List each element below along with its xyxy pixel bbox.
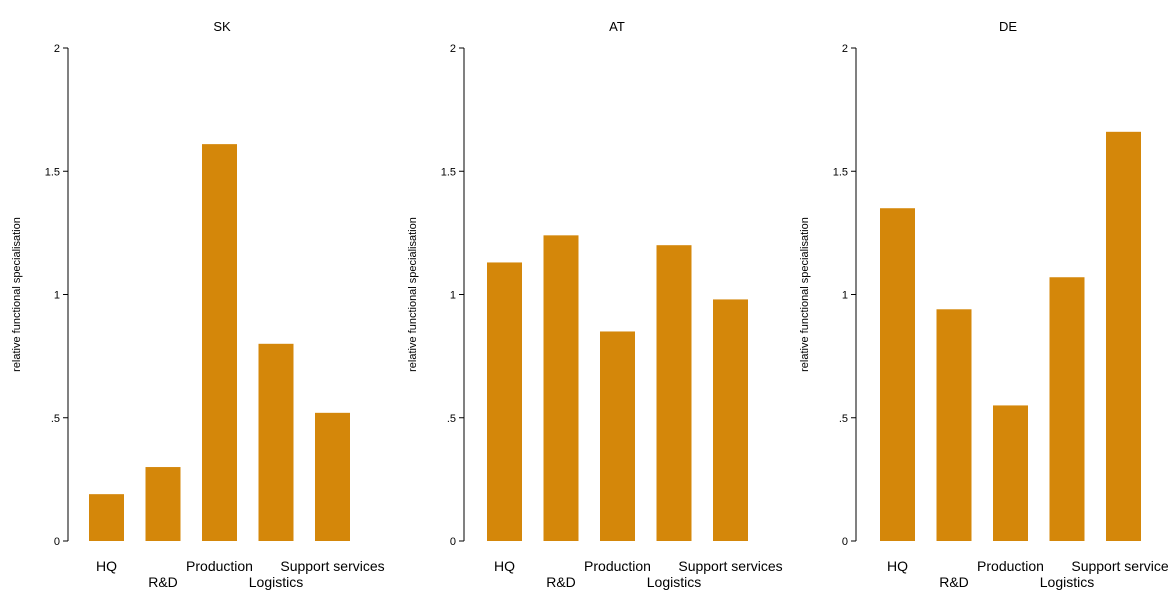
y-tick-label-de: 1 [842, 290, 848, 302]
panel-title-at: AT [609, 19, 625, 34]
bar-sk-support-services [315, 413, 350, 541]
y-tick-label-at: 1.5 [441, 166, 456, 178]
bar-at-production [600, 331, 635, 541]
y-axis-label-at: relative functional specialisation [407, 217, 419, 372]
y-tick-label-at: 1 [450, 290, 456, 302]
bar-sk-hq [89, 494, 124, 541]
x-tick-label-sk: HQ [96, 558, 117, 574]
y-tick-label-at: .5 [447, 413, 456, 425]
panel-title-sk: SK [213, 19, 231, 34]
y-tick-label-de: .5 [839, 413, 848, 425]
x-tick-label-de: Production [977, 558, 1044, 574]
x-tick-label-sk: Logistics [249, 574, 303, 590]
x-tick-label-de: Logistics [1040, 574, 1094, 590]
bar-de-production [993, 405, 1028, 541]
y-tick-label-de: 1.5 [833, 166, 848, 178]
bar-at-hq [487, 262, 522, 541]
y-tick-label-sk: 2 [54, 43, 60, 55]
bar-sk-r-d [146, 467, 181, 541]
y-axis-label-de: relative functional specialisation [799, 217, 811, 372]
bar-sk-logistics [259, 344, 294, 541]
bar-at-r-d [544, 235, 579, 541]
x-tick-label-de: Support services [1071, 558, 1168, 574]
x-tick-label-at: R&D [546, 574, 576, 590]
bar-de-r-d [937, 309, 972, 541]
y-tick-label-at: 2 [450, 43, 456, 55]
x-tick-label-sk: R&D [148, 574, 178, 590]
x-tick-label-de: HQ [887, 558, 908, 574]
y-tick-label-de: 0 [842, 536, 848, 548]
x-tick-label-sk: Production [186, 558, 253, 574]
x-tick-label-sk: Support services [280, 558, 384, 574]
y-tick-label-sk: 1 [54, 290, 60, 302]
bar-de-hq [880, 208, 915, 541]
x-tick-label-at: Production [584, 558, 651, 574]
y-tick-label-sk: 1.5 [45, 166, 60, 178]
x-tick-label-at: Support services [678, 558, 782, 574]
x-tick-label-de: R&D [939, 574, 969, 590]
y-tick-label-sk: .5 [51, 413, 60, 425]
y-tick-label-de: 2 [842, 43, 848, 55]
bar-sk-production [202, 144, 237, 541]
y-tick-label-at: 0 [450, 536, 456, 548]
x-tick-label-at: HQ [494, 558, 515, 574]
y-tick-label-sk: 0 [54, 536, 60, 548]
bar-de-logistics [1050, 277, 1085, 541]
y-axis-label-sk: relative functional specialisation [11, 217, 23, 372]
bar-de-support-services [1106, 132, 1141, 541]
panel-title-de: DE [999, 19, 1017, 34]
bar-at-logistics [657, 245, 692, 541]
x-tick-label-at: Logistics [647, 574, 701, 590]
bar-at-support-services [713, 299, 748, 541]
